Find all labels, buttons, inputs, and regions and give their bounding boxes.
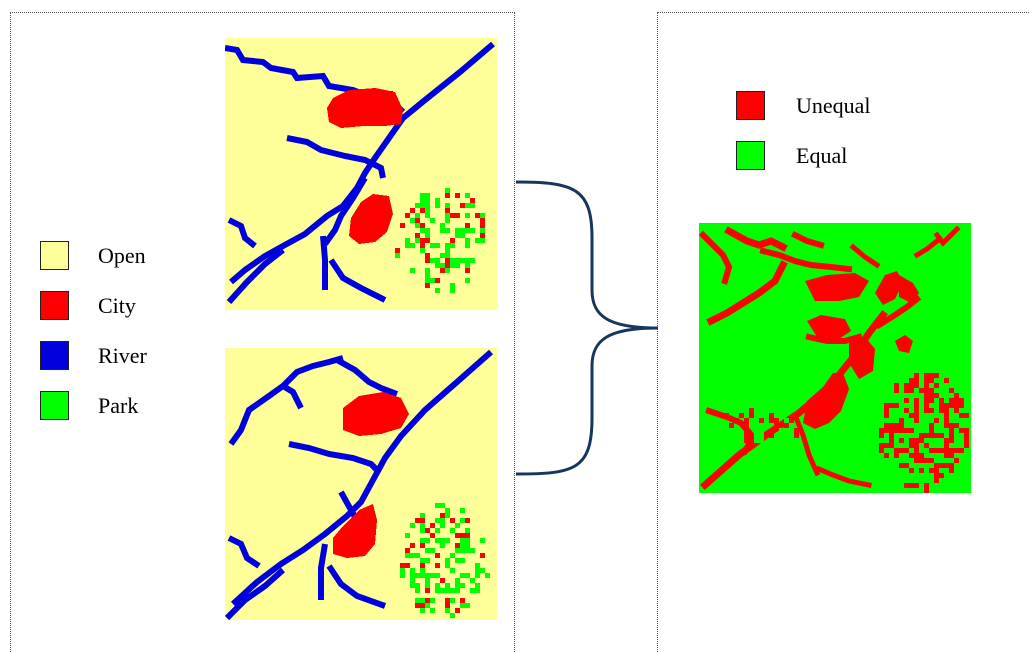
unequal-swatch — [736, 91, 765, 120]
land-cover-map-b — [225, 348, 497, 620]
left-panel — [10, 12, 515, 652]
right-panel — [657, 12, 1029, 652]
legend-label-park: Park — [98, 393, 139, 418]
unequal-pixels — [724, 373, 969, 493]
open-swatch — [40, 241, 69, 270]
legend-label-equal: Equal — [796, 143, 848, 168]
comparison-result-map — [699, 223, 971, 493]
legend-label-river: River — [98, 343, 147, 368]
park-swatch — [40, 391, 69, 420]
river-swatch — [40, 341, 69, 370]
river-network — [225, 349, 493, 620]
land-cover-map-a — [225, 38, 497, 310]
legend-label-unequal: Unequal — [796, 93, 871, 118]
city-areas — [333, 392, 409, 558]
city-swatch — [40, 291, 69, 320]
city-areas — [327, 88, 403, 244]
equal-swatch — [736, 141, 765, 170]
park-pixels — [395, 188, 490, 293]
park-pixels — [400, 503, 490, 618]
legend-label-city: City — [98, 293, 136, 318]
legend-label-open: Open — [98, 243, 146, 268]
comparison-brace — [515, 180, 659, 476]
unequal-blocks — [803, 271, 919, 429]
